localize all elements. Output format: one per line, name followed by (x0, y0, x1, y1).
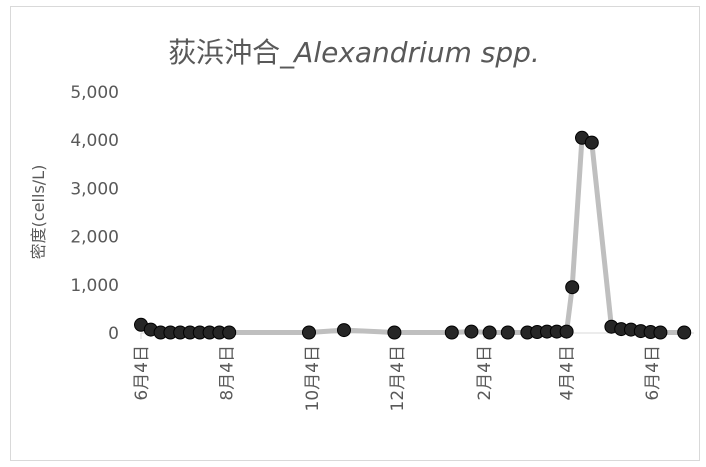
data-point (482, 325, 497, 340)
y-tick-label: 0 (108, 324, 119, 344)
data-point (337, 323, 351, 338)
data-point (444, 325, 459, 340)
data-point (387, 325, 402, 340)
x-tick-label: 12月4日 (388, 345, 408, 411)
data-point (559, 324, 574, 339)
x-tick-label: 8月4日 (217, 345, 237, 401)
data-point (677, 325, 692, 340)
chart-frame (10, 6, 700, 461)
y-tick-label: 5,000 (70, 83, 119, 103)
data-point (222, 325, 237, 340)
data-point (464, 324, 479, 339)
data-point (584, 135, 599, 150)
x-tick-label: 2月4日 (475, 345, 495, 401)
y-tick-labels: 0 1,000 2,000 3,000 4,000 5,000 (70, 83, 119, 344)
x-tick-labels: 6月4日 8月4日 10月4日 12月4日 2月4日 4月4日 6月4日 (132, 345, 663, 411)
chart-title-main: 荻浜沖合_ (168, 36, 295, 69)
data-points (134, 130, 692, 340)
x-tick-label: 10月4日 (303, 345, 323, 411)
x-tick-label: 6月4日 (132, 345, 152, 401)
y-axis-label: 密度(cells/L) (29, 165, 48, 260)
chart-title: 荻浜沖合_Alexandrium spp. (168, 36, 540, 69)
chart-title-italic: Alexandrium spp. (292, 36, 540, 69)
x-tick-label: 4月4日 (558, 345, 578, 401)
series-line (139, 135, 685, 335)
x-tick-label: 6月4日 (643, 345, 663, 401)
y-tick-label: 1,000 (70, 276, 119, 296)
data-point (653, 325, 668, 340)
data-point (500, 325, 515, 340)
y-tick-label: 2,000 (70, 228, 119, 248)
y-tick-label: 4,000 (70, 131, 119, 151)
y-tick-label: 3,000 (70, 179, 119, 199)
data-point (302, 325, 316, 340)
data-point (565, 280, 580, 295)
